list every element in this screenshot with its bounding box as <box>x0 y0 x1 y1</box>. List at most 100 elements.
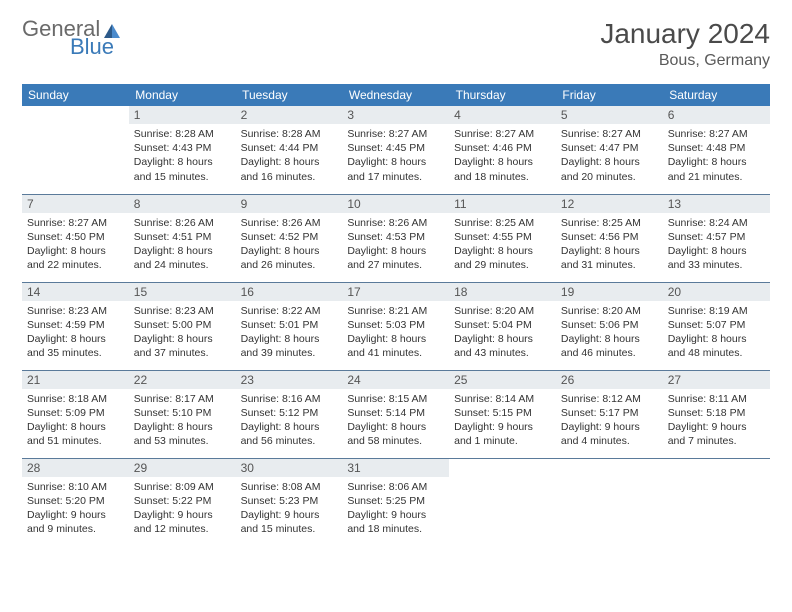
calendar-cell: 16Sunrise: 8:22 AMSunset: 5:01 PMDayligh… <box>236 282 343 370</box>
day-details: Sunrise: 8:20 AMSunset: 5:04 PMDaylight:… <box>449 301 556 366</box>
day-details: Sunrise: 8:23 AMSunset: 4:59 PMDaylight:… <box>22 301 129 366</box>
calendar-cell: 26Sunrise: 8:12 AMSunset: 5:17 PMDayligh… <box>556 370 663 458</box>
calendar-cell: 21Sunrise: 8:18 AMSunset: 5:09 PMDayligh… <box>22 370 129 458</box>
day-number: 5 <box>556 106 663 124</box>
day-details: Sunrise: 8:22 AMSunset: 5:01 PMDaylight:… <box>236 301 343 366</box>
calendar-cell: 25Sunrise: 8:14 AMSunset: 5:15 PMDayligh… <box>449 370 556 458</box>
day-details: Sunrise: 8:18 AMSunset: 5:09 PMDaylight:… <box>22 389 129 454</box>
day-header: Friday <box>556 84 663 106</box>
day-details: Sunrise: 8:14 AMSunset: 5:15 PMDaylight:… <box>449 389 556 454</box>
day-number: 13 <box>663 195 770 213</box>
day-header: Sunday <box>22 84 129 106</box>
calendar-cell <box>22 106 129 194</box>
calendar-cell: 30Sunrise: 8:08 AMSunset: 5:23 PMDayligh… <box>236 458 343 546</box>
day-details: Sunrise: 8:25 AMSunset: 4:56 PMDaylight:… <box>556 213 663 278</box>
location: Bous, Germany <box>600 52 770 70</box>
day-details: Sunrise: 8:27 AMSunset: 4:47 PMDaylight:… <box>556 124 663 189</box>
calendar-cell: 2Sunrise: 8:28 AMSunset: 4:44 PMDaylight… <box>236 106 343 194</box>
calendar-cell: 15Sunrise: 8:23 AMSunset: 5:00 PMDayligh… <box>129 282 236 370</box>
day-number: 28 <box>22 459 129 477</box>
calendar-cell: 11Sunrise: 8:25 AMSunset: 4:55 PMDayligh… <box>449 194 556 282</box>
day-number: 9 <box>236 195 343 213</box>
day-details: Sunrise: 8:08 AMSunset: 5:23 PMDaylight:… <box>236 477 343 542</box>
day-header: Thursday <box>449 84 556 106</box>
logo-mark-icon <box>102 22 122 40</box>
calendar-cell: 3Sunrise: 8:27 AMSunset: 4:45 PMDaylight… <box>342 106 449 194</box>
day-details: Sunrise: 8:23 AMSunset: 5:00 PMDaylight:… <box>129 301 236 366</box>
calendar-cell <box>663 458 770 546</box>
calendar-cell: 22Sunrise: 8:17 AMSunset: 5:10 PMDayligh… <box>129 370 236 458</box>
day-number: 27 <box>663 371 770 389</box>
calendar-body: 1Sunrise: 8:28 AMSunset: 4:43 PMDaylight… <box>22 106 770 546</box>
day-number: 3 <box>342 106 449 124</box>
day-number: 19 <box>556 283 663 301</box>
calendar-cell: 27Sunrise: 8:11 AMSunset: 5:18 PMDayligh… <box>663 370 770 458</box>
day-details: Sunrise: 8:10 AMSunset: 5:20 PMDaylight:… <box>22 477 129 542</box>
calendar-cell: 12Sunrise: 8:25 AMSunset: 4:56 PMDayligh… <box>556 194 663 282</box>
calendar-cell: 29Sunrise: 8:09 AMSunset: 5:22 PMDayligh… <box>129 458 236 546</box>
day-number: 21 <box>22 371 129 389</box>
calendar-cell: 23Sunrise: 8:16 AMSunset: 5:12 PMDayligh… <box>236 370 343 458</box>
calendar-cell: 18Sunrise: 8:20 AMSunset: 5:04 PMDayligh… <box>449 282 556 370</box>
day-details: Sunrise: 8:26 AMSunset: 4:53 PMDaylight:… <box>342 213 449 278</box>
calendar-cell: 31Sunrise: 8:06 AMSunset: 5:25 PMDayligh… <box>342 458 449 546</box>
calendar-cell: 5Sunrise: 8:27 AMSunset: 4:47 PMDaylight… <box>556 106 663 194</box>
calendar-cell <box>449 458 556 546</box>
calendar-cell: 6Sunrise: 8:27 AMSunset: 4:48 PMDaylight… <box>663 106 770 194</box>
calendar-cell: 14Sunrise: 8:23 AMSunset: 4:59 PMDayligh… <box>22 282 129 370</box>
calendar-cell <box>556 458 663 546</box>
day-number: 18 <box>449 283 556 301</box>
day-number: 20 <box>663 283 770 301</box>
day-number: 26 <box>556 371 663 389</box>
calendar-cell: 7Sunrise: 8:27 AMSunset: 4:50 PMDaylight… <box>22 194 129 282</box>
day-number: 10 <box>342 195 449 213</box>
calendar-cell: 28Sunrise: 8:10 AMSunset: 5:20 PMDayligh… <box>22 458 129 546</box>
title-block: January 2024 Bous, Germany <box>600 18 770 70</box>
day-number: 12 <box>556 195 663 213</box>
day-number: 7 <box>22 195 129 213</box>
day-header: Monday <box>129 84 236 106</box>
day-details: Sunrise: 8:21 AMSunset: 5:03 PMDaylight:… <box>342 301 449 366</box>
calendar-cell: 13Sunrise: 8:24 AMSunset: 4:57 PMDayligh… <box>663 194 770 282</box>
day-details: Sunrise: 8:28 AMSunset: 4:43 PMDaylight:… <box>129 124 236 189</box>
day-details: Sunrise: 8:15 AMSunset: 5:14 PMDaylight:… <box>342 389 449 454</box>
day-details: Sunrise: 8:28 AMSunset: 4:44 PMDaylight:… <box>236 124 343 189</box>
calendar-cell: 19Sunrise: 8:20 AMSunset: 5:06 PMDayligh… <box>556 282 663 370</box>
day-details: Sunrise: 8:06 AMSunset: 5:25 PMDaylight:… <box>342 477 449 542</box>
day-number: 31 <box>342 459 449 477</box>
day-details: Sunrise: 8:20 AMSunset: 5:06 PMDaylight:… <box>556 301 663 366</box>
day-number: 15 <box>129 283 236 301</box>
calendar-head: SundayMondayTuesdayWednesdayThursdayFrid… <box>22 84 770 106</box>
day-details: Sunrise: 8:27 AMSunset: 4:46 PMDaylight:… <box>449 124 556 189</box>
calendar-cell: 1Sunrise: 8:28 AMSunset: 4:43 PMDaylight… <box>129 106 236 194</box>
day-details: Sunrise: 8:27 AMSunset: 4:48 PMDaylight:… <box>663 124 770 189</box>
day-number: 25 <box>449 371 556 389</box>
day-details: Sunrise: 8:27 AMSunset: 4:45 PMDaylight:… <box>342 124 449 189</box>
logo: General Blue <box>22 18 122 58</box>
month-title: January 2024 <box>600 18 770 50</box>
day-number: 2 <box>236 106 343 124</box>
calendar-cell: 4Sunrise: 8:27 AMSunset: 4:46 PMDaylight… <box>449 106 556 194</box>
day-number: 1 <box>129 106 236 124</box>
calendar-table: SundayMondayTuesdayWednesdayThursdayFrid… <box>22 84 770 546</box>
calendar-cell: 20Sunrise: 8:19 AMSunset: 5:07 PMDayligh… <box>663 282 770 370</box>
day-header: Tuesday <box>236 84 343 106</box>
calendar-cell: 10Sunrise: 8:26 AMSunset: 4:53 PMDayligh… <box>342 194 449 282</box>
day-details: Sunrise: 8:27 AMSunset: 4:50 PMDaylight:… <box>22 213 129 278</box>
day-number: 23 <box>236 371 343 389</box>
day-details: Sunrise: 8:25 AMSunset: 4:55 PMDaylight:… <box>449 213 556 278</box>
day-number: 24 <box>342 371 449 389</box>
day-number: 22 <box>129 371 236 389</box>
day-header: Wednesday <box>342 84 449 106</box>
calendar-cell: 9Sunrise: 8:26 AMSunset: 4:52 PMDaylight… <box>236 194 343 282</box>
day-details: Sunrise: 8:11 AMSunset: 5:18 PMDaylight:… <box>663 389 770 454</box>
calendar-cell: 8Sunrise: 8:26 AMSunset: 4:51 PMDaylight… <box>129 194 236 282</box>
day-number: 11 <box>449 195 556 213</box>
day-number: 6 <box>663 106 770 124</box>
day-details: Sunrise: 8:16 AMSunset: 5:12 PMDaylight:… <box>236 389 343 454</box>
day-number: 14 <box>22 283 129 301</box>
day-number: 8 <box>129 195 236 213</box>
calendar-cell: 17Sunrise: 8:21 AMSunset: 5:03 PMDayligh… <box>342 282 449 370</box>
page-header: General Blue January 2024 Bous, Germany <box>22 18 770 70</box>
day-header: Saturday <box>663 84 770 106</box>
